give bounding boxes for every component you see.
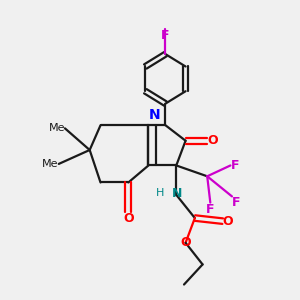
Text: F: F — [232, 196, 241, 209]
Text: O: O — [123, 212, 134, 225]
Text: F: F — [161, 29, 170, 42]
Text: O: O — [207, 134, 218, 147]
Text: Me: Me — [42, 159, 59, 169]
Text: O: O — [223, 214, 233, 228]
Text: O: O — [180, 236, 191, 249]
Text: H: H — [155, 188, 164, 198]
Text: Me: Me — [48, 123, 65, 134]
Text: F: F — [206, 202, 214, 216]
Text: N: N — [149, 108, 161, 122]
Text: N: N — [172, 187, 182, 200]
Text: F: F — [230, 159, 239, 172]
